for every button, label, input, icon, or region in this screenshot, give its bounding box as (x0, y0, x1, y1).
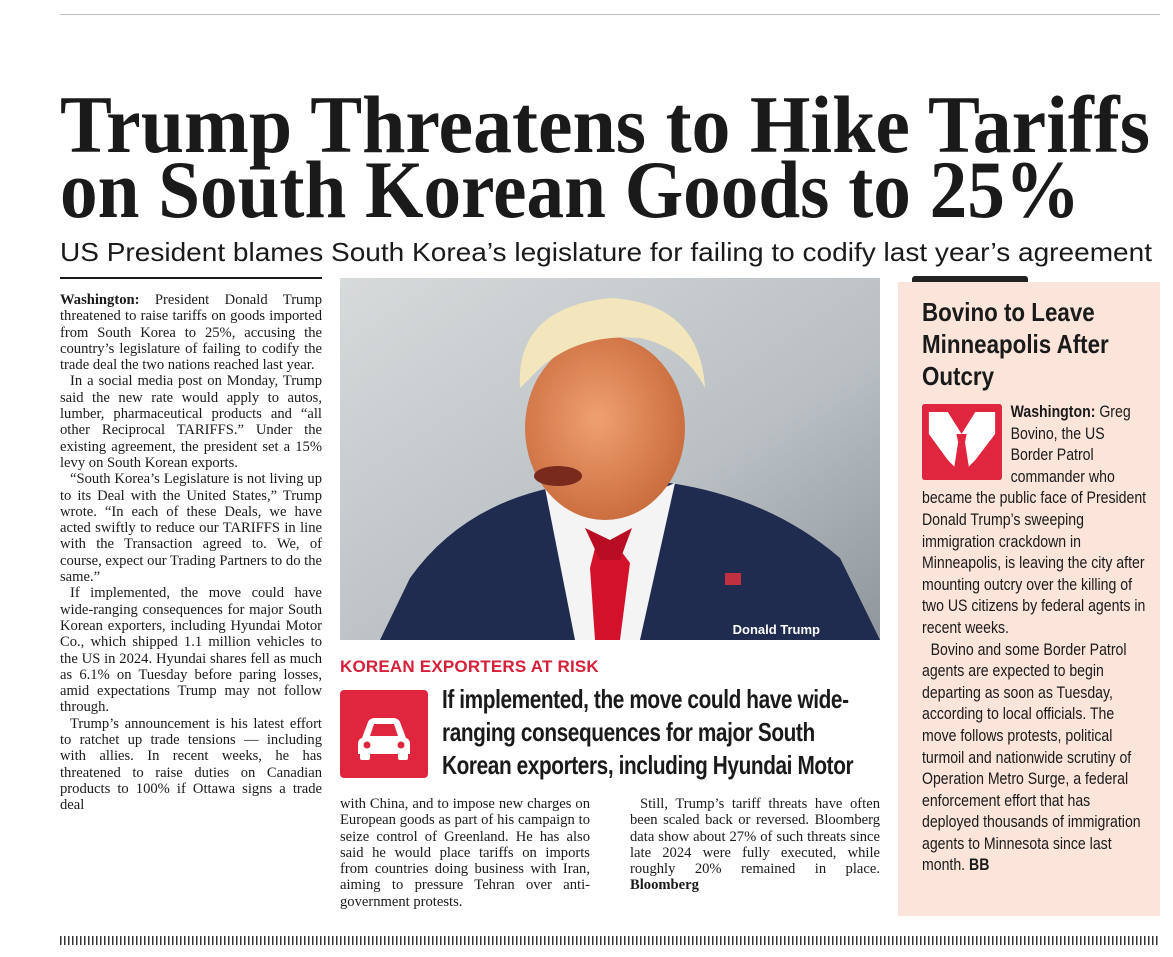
paragraph: Washington: President Donald Trump threa… (60, 292, 322, 373)
dateline: Washington: (60, 292, 140, 308)
sidebar-title: Bovino to Leave Minneapolis After Outcry (922, 297, 1109, 391)
kicker: KOREAN EXPORTERS AT RISK (340, 657, 599, 676)
paragraph: If implemented, the move could have wide… (60, 585, 322, 716)
pull-quote: If implemented, the move could have wide… (442, 684, 854, 780)
paragraph: Bovino and some Border Patrol agents are… (922, 640, 1147, 878)
sidebar-tab (912, 276, 1028, 282)
paragraph-text: President Donald Trump threatened to rai… (60, 292, 322, 374)
paragraph-text: Bovino and some Border Patrol agents are… (922, 640, 1141, 875)
car-icon (340, 690, 428, 778)
paragraph: with China, and to impose new charges on… (340, 796, 590, 910)
paragraph: Still, Trump’s tariff threats have often… (630, 796, 880, 894)
paragraph: In a social media post on Monday, Trump … (60, 373, 322, 471)
continuation: with China, and to impose new charges on… (340, 796, 880, 922)
byline: Bloomberg (630, 877, 699, 894)
sidebar-content: Bovino to Leave Minneapolis After Outcry… (922, 296, 1147, 877)
dateline: Washington: (1010, 403, 1096, 421)
subheadline: US President blames South Korea’s legisl… (60, 237, 1153, 267)
headline-line: Trump Threatens to Hike Tariffs (60, 79, 1150, 170)
official-icon (922, 404, 1002, 480)
sidebar: Bovino to Leave Minneapolis After Outcry… (898, 282, 1160, 916)
left-column: Washington: President Donald Trump threa… (60, 292, 322, 922)
headline-line: on South Korean Goods to 25% (60, 144, 1080, 235)
paragraph-text: Still, Trump’s tariff threats have often… (630, 796, 880, 878)
sidebar-body: Washington: Greg Bovino, the US Border P… (922, 402, 1147, 877)
headline-block: Trump Threatens to Hike Tariffs on South… (60, 79, 1153, 267)
section-rule (60, 0, 1160, 15)
photo: Donald Trump (340, 278, 880, 640)
paragraph-text: Greg Bovino, the US Border Patrol comman… (922, 403, 1147, 637)
photo-caption: Donald Trump (733, 622, 820, 637)
paragraph: “South Korea’s Legislature is not living… (60, 471, 322, 586)
paragraph: Trump’s announcement is his latest effor… (60, 715, 322, 814)
byline: BB (969, 856, 990, 875)
footer-rule (60, 936, 1160, 945)
paragraph: Washington: Greg Bovino, the US Border P… (922, 402, 1147, 640)
column-rule (60, 277, 322, 279)
